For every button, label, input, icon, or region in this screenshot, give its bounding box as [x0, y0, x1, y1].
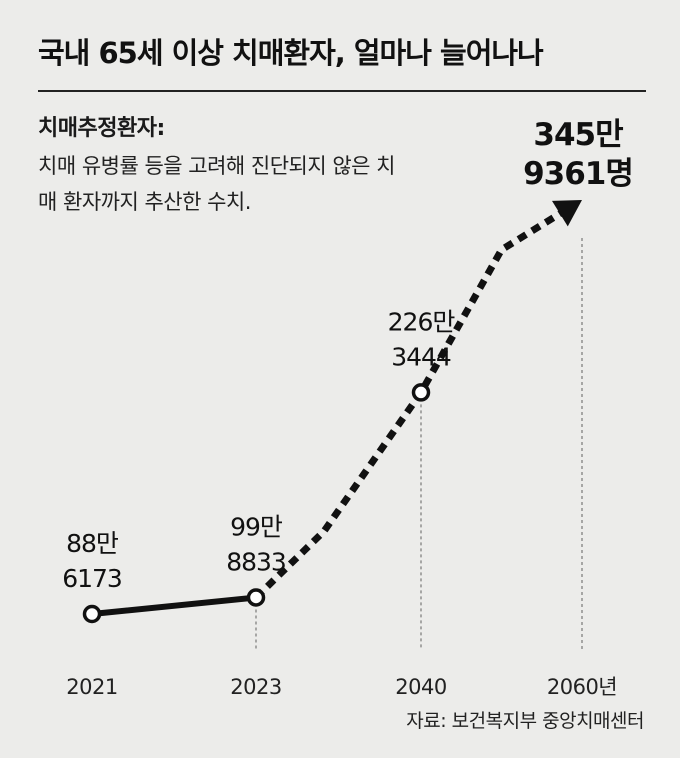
source-note: 자료: 보건복지부 중앙치매센터	[406, 710, 644, 732]
data-label: 9361명	[523, 156, 633, 192]
x-tick-label: 2021	[66, 675, 117, 699]
chart-title: 국내 65세 이상 치매환자, 얼마나 늘어나나	[38, 36, 544, 70]
note-body: 치매 유병률 등을 고려해 진단되지 않은 치매 환자까지 추산한 수치.	[38, 154, 396, 214]
data-label: 99만	[230, 512, 283, 541]
arrow-head	[551, 200, 582, 227]
series-line-actual	[89, 594, 259, 617]
title-rule	[38, 90, 646, 92]
data-label: 88만	[66, 529, 119, 558]
x-tick-label: 2060년	[547, 675, 617, 699]
x-tick-label: 2040	[395, 675, 446, 699]
data-label: 3444	[391, 342, 451, 371]
data-point-marker	[82, 604, 102, 624]
data-label: 226만	[388, 307, 456, 336]
data-point-marker	[411, 383, 431, 402]
data-label: 345만	[533, 117, 623, 153]
data-label: 6173	[62, 564, 122, 593]
x-tick-label: 2023	[230, 675, 281, 699]
data-point-marker	[246, 588, 266, 607]
data-label: 8833	[226, 547, 286, 576]
series-line-projection	[253, 206, 569, 600]
note-heading: 치매추정환자:	[38, 116, 165, 141]
